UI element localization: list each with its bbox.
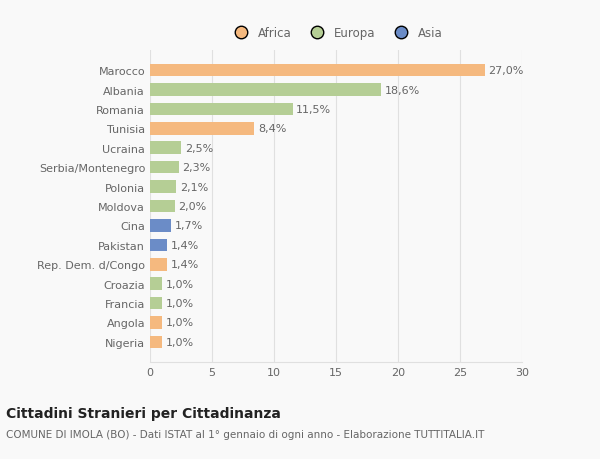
Bar: [150, 103, 293, 116]
Text: 1,4%: 1,4%: [171, 241, 199, 250]
Bar: [150, 84, 380, 97]
Bar: [150, 65, 485, 77]
Text: 2,3%: 2,3%: [182, 163, 211, 173]
Bar: [150, 258, 167, 271]
Text: COMUNE DI IMOLA (BO) - Dati ISTAT al 1° gennaio di ogni anno - Elaborazione TUTT: COMUNE DI IMOLA (BO) - Dati ISTAT al 1° …: [6, 429, 484, 439]
Legend: Africa, Europa, Asia: Africa, Europa, Asia: [224, 22, 448, 45]
Text: 1,0%: 1,0%: [166, 318, 194, 328]
Text: 2,5%: 2,5%: [185, 144, 213, 153]
Bar: [150, 200, 175, 213]
Bar: [150, 219, 171, 232]
Text: 1,7%: 1,7%: [175, 221, 203, 231]
Text: 2,1%: 2,1%: [180, 182, 208, 192]
Text: 1,0%: 1,0%: [166, 298, 194, 308]
Bar: [150, 162, 179, 174]
Bar: [150, 142, 181, 155]
Bar: [150, 239, 167, 252]
Text: 1,0%: 1,0%: [166, 279, 194, 289]
Text: 27,0%: 27,0%: [488, 66, 524, 76]
Text: 2,0%: 2,0%: [179, 202, 207, 212]
Text: 11,5%: 11,5%: [296, 105, 331, 115]
Text: 1,0%: 1,0%: [166, 337, 194, 347]
Bar: [150, 316, 163, 329]
Bar: [150, 278, 163, 291]
Text: 8,4%: 8,4%: [258, 124, 286, 134]
Bar: [150, 297, 163, 310]
Bar: [150, 336, 163, 348]
Text: 18,6%: 18,6%: [385, 85, 419, 95]
Text: 1,4%: 1,4%: [171, 260, 199, 269]
Text: Cittadini Stranieri per Cittadinanza: Cittadini Stranieri per Cittadinanza: [6, 406, 281, 420]
Bar: [150, 181, 176, 194]
Bar: [150, 123, 254, 135]
